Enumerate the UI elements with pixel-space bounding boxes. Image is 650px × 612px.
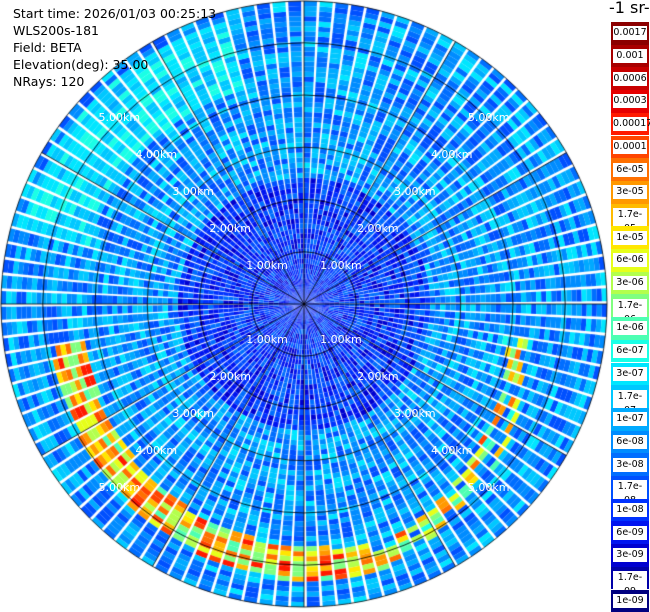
colorbar-swatch: 1.7e-06	[611, 294, 649, 317]
range-ring-label: 4.00km	[428, 444, 476, 457]
range-ring-label: 4.00km	[428, 148, 476, 161]
colorbar-tick-label: 6e-05	[613, 163, 647, 177]
colorbar-swatch: 0.00017	[611, 113, 649, 136]
colorbar-swatch: 6e-05	[611, 158, 649, 181]
range-ring-label: 3.00km	[169, 185, 217, 198]
range-ring-label: 2.00km	[206, 370, 254, 383]
range-ring-label: 3.00km	[169, 407, 217, 420]
colorbar-swatch: 3e-09	[611, 544, 649, 567]
colorbar-tick-label: 1e-06	[613, 321, 647, 335]
colorbar-swatch: 6e-06	[611, 249, 649, 272]
range-ring-label: 5.00km	[95, 481, 143, 494]
colorbar-swatch: 3e-05	[611, 181, 649, 204]
colorbar-tick-label: 1e-09	[613, 594, 647, 608]
colorbar-swatch: 0.001	[611, 45, 649, 68]
range-ring-label: 5.00km	[95, 111, 143, 124]
colorbar-tick-label: 0.0006	[613, 72, 647, 86]
range-ring-label: 3.00km	[391, 407, 439, 420]
colorbar-tick-label: 6e-07	[613, 344, 647, 358]
colorbar-swatch: 1.7e-08	[611, 476, 649, 499]
colorbar-swatch: 6e-09	[611, 521, 649, 544]
colorbar-tick-label: 1e-05	[613, 231, 647, 245]
colorbar-swatch: 6e-07	[611, 340, 649, 363]
range-ring-label: 3.00km	[391, 185, 439, 198]
colorbar-swatch: 0.0003	[611, 90, 649, 113]
colorbar-swatch: 6e-08	[611, 431, 649, 454]
colorbar-tick-label: 0.0001	[613, 140, 647, 154]
colorbar-swatch: 1e-08	[611, 499, 649, 522]
colorbar-swatch: 1e-09	[611, 590, 649, 612]
colorbar-tick-label: 6e-06	[613, 253, 647, 267]
range-ring-label: 2.00km	[354, 370, 402, 383]
colorbar-tick-label: 3e-05	[613, 185, 647, 199]
colorbar-swatch: 3e-06	[611, 272, 649, 295]
colorbar-tick-label: 3e-09	[613, 548, 647, 562]
range-ring-label: 4.00km	[132, 444, 180, 457]
colorbar-tick-label: 6e-08	[613, 435, 647, 449]
colorbar-tick-label: 0.00017	[613, 117, 647, 131]
instrument-label: WLS200s-181	[13, 22, 99, 39]
colorbar-swatch: 3e-08	[611, 453, 649, 476]
colorbar-tick-label: 0.0003	[613, 94, 647, 108]
colorbar-tick-label: 0.0017	[613, 26, 647, 40]
field-label: Field: BETA	[13, 39, 82, 56]
colorbar-swatch: 1e-05	[611, 226, 649, 249]
range-ring-label: 1.00km	[317, 259, 365, 272]
range-ring-label: 5.00km	[465, 111, 513, 124]
range-ring-label: 1.00km	[243, 333, 291, 346]
colorbar-swatch: 3e-07	[611, 363, 649, 386]
range-ring-label: 1.00km	[317, 333, 365, 346]
colorbar-tick-label: 6e-09	[613, 526, 647, 540]
colorbar-swatch: 0.0017	[611, 22, 649, 45]
colorbar-tick-label: 3e-07	[613, 367, 647, 381]
colorbar-tick-label: 1e-08	[613, 503, 647, 517]
range-ring-label: 2.00km	[354, 222, 402, 235]
start-time-label: Start time: 2026/01/03 00:25:13	[13, 5, 216, 22]
colorbar-tick-label: 3e-06	[613, 276, 647, 290]
colorbar-title: -1 sr-	[609, 0, 650, 17]
elevation-label: Elevation(deg): 35.00	[13, 56, 148, 73]
colorbar-tick-label: 1e-07	[613, 412, 647, 426]
colorbar-swatch: 1.7e-05	[611, 204, 649, 227]
range-ring-label: 4.00km	[132, 148, 180, 161]
range-ring-label: 1.00km	[243, 259, 291, 272]
colorbar-tick-label: 3e-08	[613, 458, 647, 472]
colorbar-tick-label: 0.001	[613, 49, 647, 63]
range-ring-label: 5.00km	[465, 481, 513, 494]
range-ring-label: 2.00km	[206, 222, 254, 235]
colorbar-swatch: 1e-06	[611, 317, 649, 340]
colorbar-swatch: 1.7e-09	[611, 567, 649, 590]
nrays-label: NRays: 120	[13, 73, 84, 90]
colorbar-swatch: 0.0001	[611, 136, 649, 159]
colorbar-swatch: 1.7e-07	[611, 385, 649, 408]
colorbar-swatch: 0.0006	[611, 67, 649, 90]
colorbar-swatch: 1e-07	[611, 408, 649, 431]
